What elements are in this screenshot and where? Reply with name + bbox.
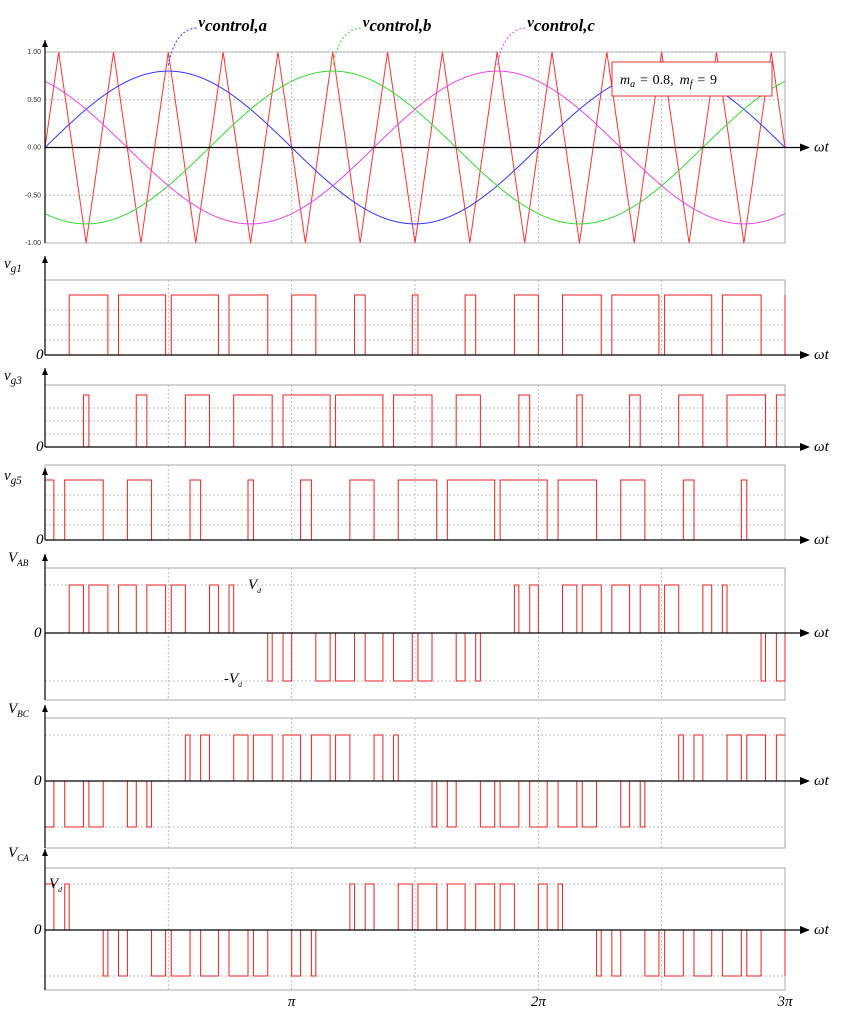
zero-label: 0 bbox=[34, 625, 42, 641]
vd-label: Vd bbox=[49, 876, 62, 894]
x-axis-head bbox=[800, 926, 810, 934]
x-tick-label: π bbox=[288, 994, 296, 1010]
ann-mf: m bbox=[680, 73, 690, 88]
panel-label: VCA bbox=[8, 845, 29, 863]
x-axis-label: ωt bbox=[814, 773, 830, 789]
x-tick-label: 2π bbox=[531, 994, 547, 1010]
y-axis-head bbox=[42, 368, 48, 375]
ann-eq: = bbox=[639, 73, 648, 88]
y-axis-head bbox=[42, 849, 48, 856]
series-label: vcontrol,a bbox=[198, 15, 267, 35]
x-axis-head bbox=[800, 144, 810, 152]
vd-label: -Vd bbox=[224, 671, 242, 689]
y-tick-label: 0.50 bbox=[27, 97, 41, 104]
panel-label: vg5 bbox=[4, 468, 22, 487]
x-axis-head bbox=[800, 629, 810, 637]
y-axis-head bbox=[42, 554, 48, 561]
panel-label-sub: AB bbox=[16, 558, 29, 568]
x-axis-label: ωt bbox=[814, 922, 830, 938]
y-axis-head bbox=[42, 256, 48, 263]
zero-label: 0 bbox=[36, 347, 44, 363]
zero-label: 0 bbox=[36, 439, 44, 455]
figure: 1.00 0.50 0.00 -0.50 -1.00 vcontrol,a vcontrol… bbox=[0, 0, 845, 1014]
y-tick-label: 1.00 bbox=[27, 49, 41, 56]
x-tick-label: 3π bbox=[776, 994, 793, 1010]
y-axis-head bbox=[42, 40, 48, 47]
x-axis-head bbox=[800, 777, 810, 785]
ann-sep: , bbox=[670, 73, 674, 88]
panel-label-sub: BC bbox=[17, 709, 30, 719]
ann-mf-val: 9 bbox=[710, 73, 717, 88]
y-axis-head bbox=[42, 705, 48, 712]
label-arrow bbox=[497, 28, 525, 66]
ann-ma: m bbox=[620, 73, 630, 88]
panel-label-sub: g1 bbox=[11, 263, 22, 275]
x-axis-label: ωt bbox=[814, 532, 830, 548]
ann-eq2: = bbox=[696, 73, 705, 88]
vd-label-sub: d bbox=[238, 680, 242, 689]
ann-ma-sub: a bbox=[630, 79, 635, 90]
panel-label: vg3 bbox=[4, 368, 22, 387]
label-arrow bbox=[168, 28, 196, 66]
panel-label-sub: g3 bbox=[11, 375, 23, 387]
x-axis-head bbox=[800, 351, 810, 359]
panel-label-sub: CA bbox=[17, 853, 29, 863]
label-arrow bbox=[333, 28, 361, 66]
zero-label: 0 bbox=[34, 922, 42, 938]
y-axis-head bbox=[42, 468, 48, 475]
vd-label-sub: d bbox=[58, 885, 62, 894]
panel-label: VBC bbox=[8, 701, 30, 719]
y-tick-label: -1.00 bbox=[25, 240, 41, 247]
series-label-sub: control,a bbox=[205, 16, 267, 35]
ann-ma-val: 0.8 bbox=[653, 73, 671, 88]
zero-label: 0 bbox=[36, 532, 44, 548]
panel-label: vg1 bbox=[4, 256, 22, 275]
series-label-sub: control,b bbox=[369, 16, 431, 35]
panel-label: VAB bbox=[8, 550, 29, 568]
x-axis-head bbox=[800, 536, 810, 544]
zero-label: 0 bbox=[34, 773, 42, 789]
x-axis-label: ωt bbox=[814, 625, 830, 641]
series-label-sub: control,c bbox=[534, 16, 596, 35]
x-axis-label: ωt bbox=[814, 347, 830, 363]
series-label: vcontrol,c bbox=[527, 15, 595, 35]
vd-label-sub: d bbox=[257, 586, 261, 595]
y-tick-label: 0.00 bbox=[27, 145, 41, 152]
x-axis-label: ωt bbox=[814, 140, 830, 156]
y-tick-label: -0.50 bbox=[25, 192, 41, 199]
series-label: vcontrol,b bbox=[363, 15, 432, 35]
vd-label: Vd bbox=[248, 577, 261, 595]
panel-label-sub: g5 bbox=[11, 475, 23, 487]
x-axis-head bbox=[800, 443, 810, 451]
x-axis-label: ωt bbox=[814, 439, 830, 455]
